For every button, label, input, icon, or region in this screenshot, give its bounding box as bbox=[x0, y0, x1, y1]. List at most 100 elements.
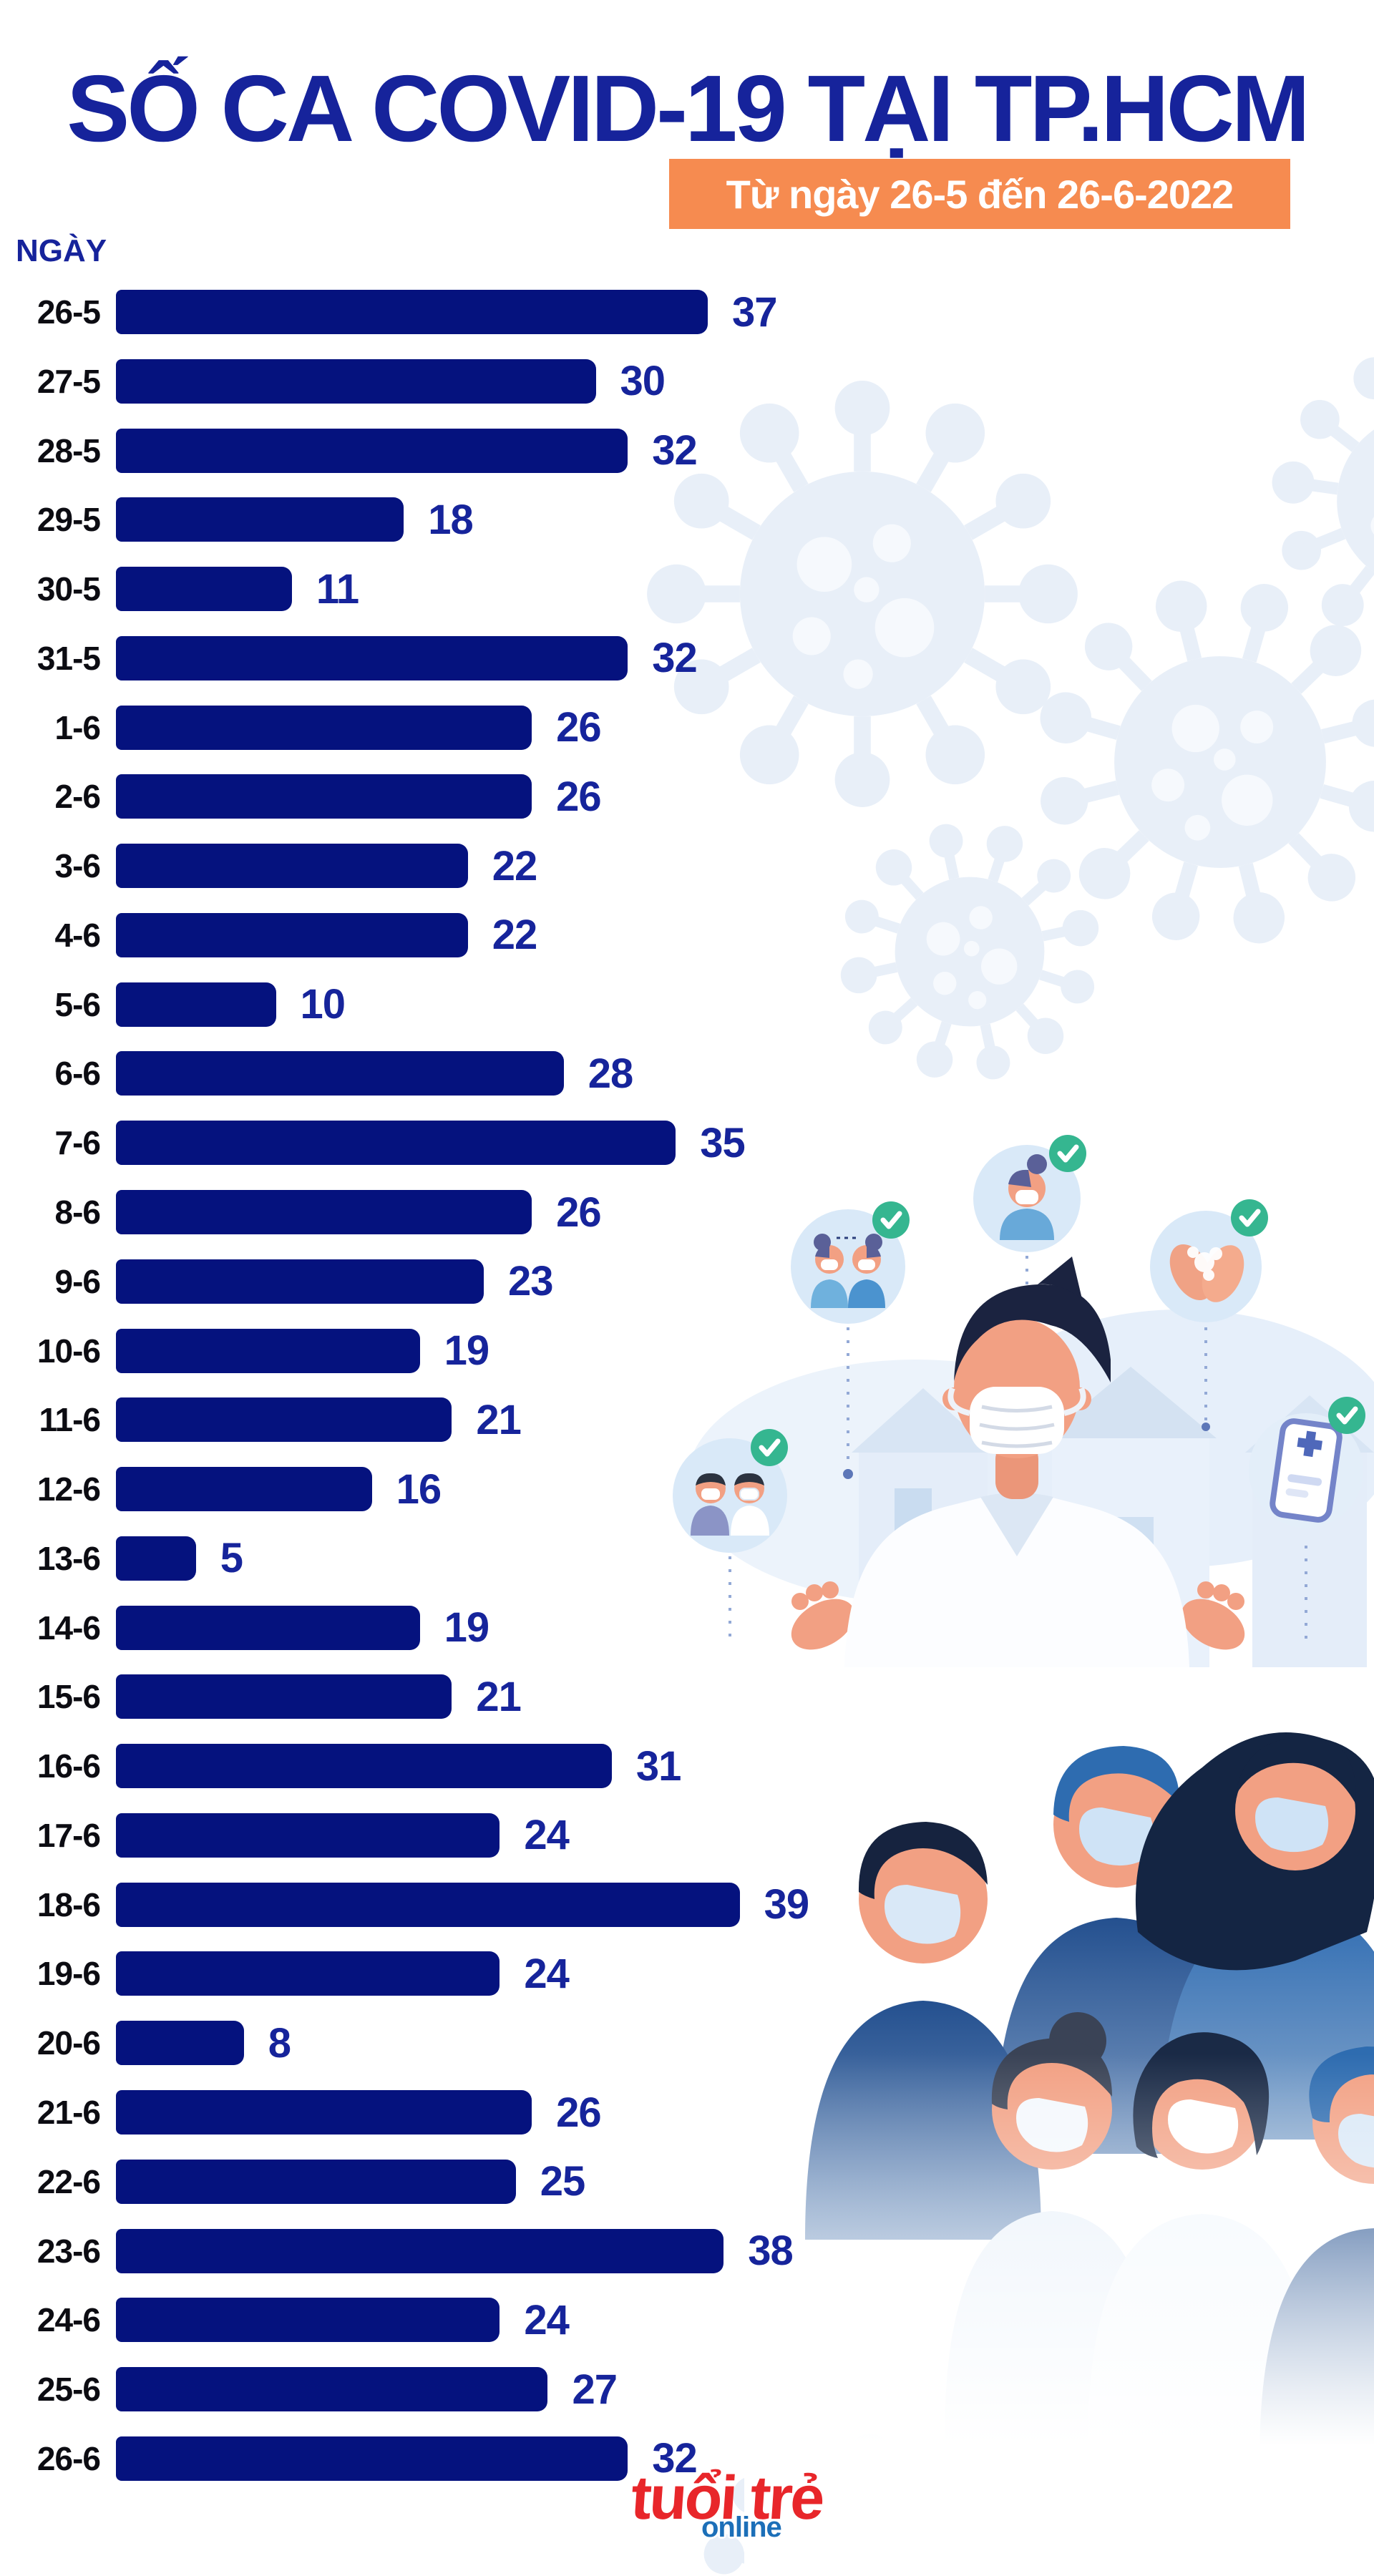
bar-category-label: 28-5 bbox=[36, 431, 101, 469]
chart-row: 18-6 39 bbox=[0, 1881, 810, 1928]
date-range-text: Từ ngày 26-5 đến 26-6-2022 bbox=[726, 171, 1234, 217]
chart-row: 9-6 23 bbox=[0, 1258, 554, 1305]
chart-row: 16-6 31 bbox=[0, 1742, 682, 1790]
bar-category-label: 9-6 bbox=[54, 1262, 101, 1300]
bar bbox=[116, 1051, 564, 1096]
chart-row: 26-5 37 bbox=[0, 288, 778, 336]
chart-row: 2-6 26 bbox=[0, 774, 602, 820]
date-range-badge: Từ ngày 26-5 đến 26-6-2022 bbox=[669, 159, 1290, 229]
bar-value-label: 23 bbox=[508, 1258, 554, 1305]
bar-value-label: 25 bbox=[540, 2158, 586, 2205]
bar bbox=[116, 2159, 516, 2204]
bar bbox=[116, 290, 708, 334]
bar-value-label: 32 bbox=[652, 427, 698, 474]
bar-value-label: 30 bbox=[620, 358, 666, 405]
bar-category-label: 27-5 bbox=[36, 362, 101, 400]
bar-value-label: 26 bbox=[556, 1189, 602, 1236]
bar-category-label: 25-6 bbox=[36, 2371, 101, 2409]
bar-value-label: 31 bbox=[635, 1742, 682, 1790]
bar-value-label: 27 bbox=[572, 2366, 618, 2413]
chart-row: 27-5 30 bbox=[0, 358, 666, 405]
chart-row: 28-5 32 bbox=[0, 427, 698, 474]
bar-value-label: 28 bbox=[588, 1050, 634, 1097]
bar-value-label: 24 bbox=[524, 1812, 570, 1859]
bar-value-label: 26 bbox=[556, 704, 602, 751]
bar-value-label: 22 bbox=[492, 912, 538, 959]
bar bbox=[116, 2436, 628, 2481]
bar-value-label: 35 bbox=[700, 1119, 746, 1166]
chart-row: 12-6 16 bbox=[0, 1465, 442, 1513]
chart-row: 31-5 32 bbox=[0, 635, 698, 681]
bar-value-label: 39 bbox=[764, 1881, 810, 1928]
bar-category-label: 20-6 bbox=[36, 2024, 101, 2062]
chart-row: 21-6 26 bbox=[0, 2089, 602, 2136]
chart-row: 19-6 24 bbox=[0, 1951, 570, 1997]
bar-category-label: 6-6 bbox=[54, 1055, 101, 1093]
bar-category-label: 29-5 bbox=[36, 501, 101, 539]
bar-category-label: 24-6 bbox=[36, 2301, 101, 2339]
bar-value-label: 38 bbox=[748, 2228, 794, 2275]
chart-row: 26-6 32 bbox=[0, 2435, 698, 2482]
chart-row: 24-6 24 bbox=[0, 2297, 570, 2343]
bar-category-label: 10-6 bbox=[36, 1332, 101, 1370]
bar-category-label: 31-5 bbox=[36, 639, 101, 677]
chart-row: 14-6 19 bbox=[0, 1604, 490, 1652]
bar bbox=[116, 1813, 500, 1858]
bar-category-label: 23-6 bbox=[36, 2232, 101, 2270]
page-title: SỐ CA COVID-19 TẠI TP.HCM bbox=[67, 56, 1310, 161]
bar bbox=[116, 1536, 196, 1581]
bar bbox=[116, 844, 468, 889]
chart-row: 3-6 22 bbox=[0, 843, 538, 889]
chart-row: 4-6 22 bbox=[0, 912, 538, 959]
bar-category-label: 12-6 bbox=[36, 1470, 101, 1508]
bar-category-label: 4-6 bbox=[54, 916, 101, 954]
bar-category-label: 19-6 bbox=[36, 1955, 101, 1993]
bar-value-label: 37 bbox=[731, 288, 778, 336]
bar bbox=[116, 1744, 612, 1789]
bar-value-label: 5 bbox=[220, 1535, 243, 1582]
chart-row: 25-6 27 bbox=[0, 2366, 618, 2413]
chart-row: 13-6 5 bbox=[0, 1535, 243, 1582]
bar-category-label: 7-6 bbox=[54, 1124, 101, 1162]
bar bbox=[116, 912, 468, 957]
chart-row: 11-6 21 bbox=[0, 1396, 522, 1443]
bar bbox=[116, 1951, 500, 1996]
bar bbox=[116, 1190, 532, 1234]
bar bbox=[116, 1259, 484, 1304]
bar-value-label: 18 bbox=[428, 496, 474, 543]
chart-row: 17-6 24 bbox=[0, 1812, 570, 1859]
bar-category-label: 8-6 bbox=[54, 1194, 101, 1231]
bar-category-label: 18-6 bbox=[36, 1885, 101, 1923]
bar bbox=[116, 2021, 244, 2066]
chart-row: 6-6 28 bbox=[0, 1050, 634, 1097]
chart-row: 20-6 8 bbox=[0, 2020, 291, 2067]
bar bbox=[116, 1467, 372, 1512]
bar-value-label: 21 bbox=[476, 1396, 522, 1443]
bar-category-label: 30-5 bbox=[36, 570, 101, 608]
bar bbox=[116, 358, 596, 404]
bar-category-label: 17-6 bbox=[36, 1816, 101, 1854]
bar-value-label: 19 bbox=[444, 1604, 490, 1652]
bar bbox=[116, 497, 404, 542]
chart-row: 15-6 21 bbox=[0, 1674, 522, 1720]
bar-category-label: 5-6 bbox=[54, 985, 101, 1023]
bar bbox=[116, 1328, 420, 1373]
chart-row: 5-6 10 bbox=[0, 981, 346, 1028]
bar-category-label: 13-6 bbox=[36, 1539, 101, 1577]
y-axis-label: NGÀY bbox=[16, 233, 107, 268]
bar-value-label: 19 bbox=[444, 1327, 490, 1375]
bar-value-label: 16 bbox=[396, 1465, 442, 1513]
bar bbox=[116, 567, 292, 612]
bar bbox=[116, 1397, 452, 1443]
chart-row: 10-6 19 bbox=[0, 1327, 490, 1375]
chart-row: 7-6 35 bbox=[0, 1119, 746, 1166]
bar-category-label: 16-6 bbox=[36, 1747, 101, 1785]
bar-category-label: 21-6 bbox=[36, 2094, 101, 2132]
bar-category-label: 26-5 bbox=[36, 293, 101, 331]
bar bbox=[116, 774, 532, 819]
bar-value-label: 11 bbox=[316, 565, 359, 613]
bar-category-label: 1-6 bbox=[54, 708, 101, 746]
bar-category-label: 3-6 bbox=[54, 847, 101, 885]
